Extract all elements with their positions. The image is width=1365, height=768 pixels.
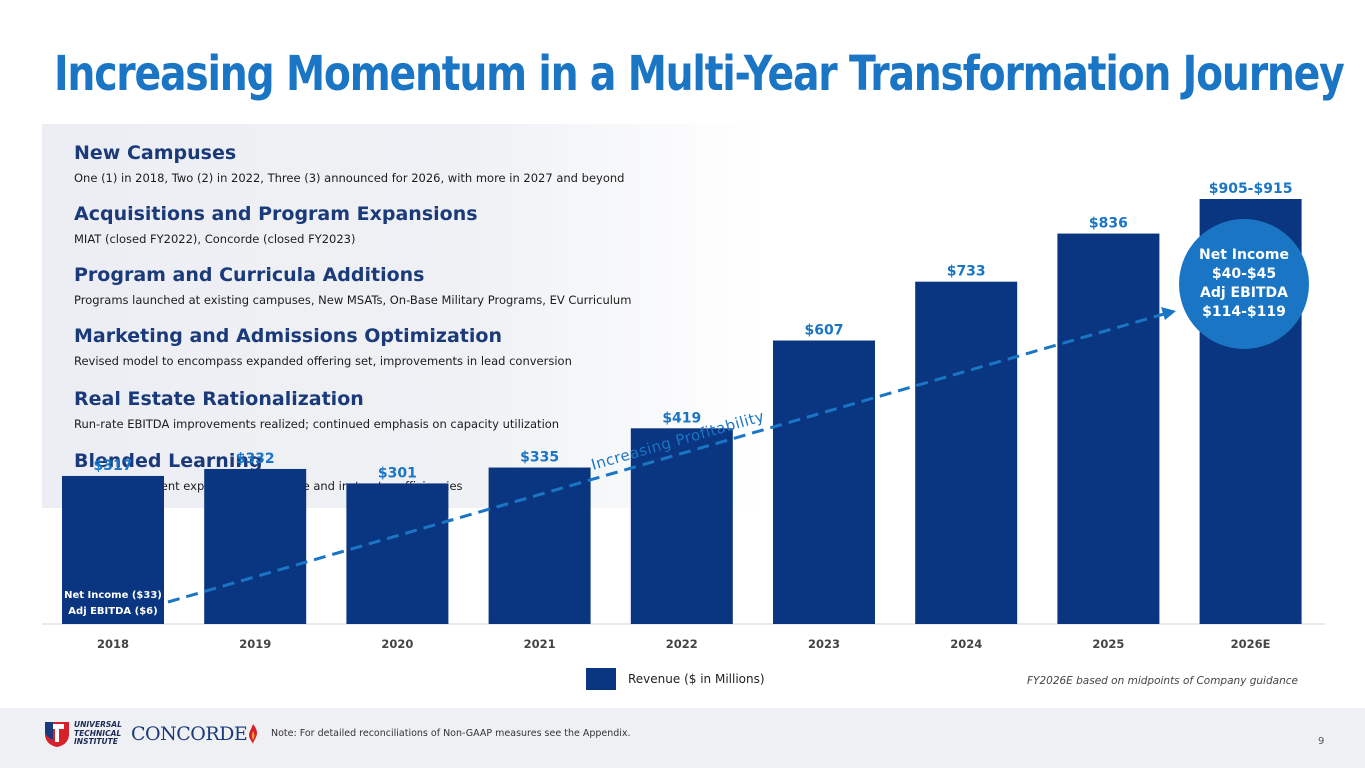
x-tick-label-2023: 2023 <box>808 637 840 651</box>
data-label-2023: $607 <box>805 323 844 339</box>
initiative-description: Run-rate EBITDA improvements realized; c… <box>74 417 560 431</box>
x-tick-label-2022: 2022 <box>666 637 698 651</box>
end-net-income-value: $40-$45 <box>1211 266 1277 282</box>
bars-layer <box>62 199 1302 625</box>
initiative-description: Revised model to encompass expanded offe… <box>74 354 572 368</box>
x-tick-label-2025: 2025 <box>1092 637 1124 651</box>
footer-note: Note: For detailed reconciliations of No… <box>271 728 631 739</box>
initiative-description: MIAT (closed FY2022), Concorde (closed F… <box>74 232 356 246</box>
data-label-2019: $332 <box>236 451 275 467</box>
bar-2025 <box>1057 233 1160 625</box>
data-label-2018: $317 <box>94 458 133 474</box>
legend-label: Revenue ($ in Millions) <box>628 672 765 686</box>
page-title: Increasing Momentum in a Multi-Year Tran… <box>54 46 1345 102</box>
footer: UNIVERSAL TECHNICAL INSTITUTE CONCORDE N… <box>0 708 1365 768</box>
initiative-item: Marketing and Admissions Optimization Re… <box>74 325 572 368</box>
data-label-2021: $335 <box>520 450 559 466</box>
initiative-item: New Campuses One (1) in 2018, Two (2) in… <box>74 142 624 185</box>
x-tick-label-2026E: 2026E <box>1231 637 1271 651</box>
initiative-description: Programs launched at existing campuses, … <box>74 293 632 307</box>
data-label-2020: $301 <box>378 465 417 481</box>
guidance-circle: Net Income $40-$45 Adj EBITDA $114-$119 <box>1179 219 1309 349</box>
data-label-2026E: $905-$915 <box>1209 181 1293 197</box>
trend-arrowhead <box>1161 307 1176 320</box>
initiative-item: Program and Curricula Additions Programs… <box>74 264 631 307</box>
end-net-income-label: Net Income <box>1199 247 1289 263</box>
revenue-bar-chart: $317 $332 $301 $335 $419 $607 $733 $836 $905-$91… <box>42 181 1325 651</box>
initiative-heading: Blended Learning <box>74 450 263 472</box>
bar-2018 <box>62 475 164 624</box>
initiative-description: One (1) in 2018, Two (2) in 2022, Three … <box>74 171 625 185</box>
bar-2021 <box>488 467 591 624</box>
concorde-logo-text: CONCORDE <box>131 723 248 745</box>
labels-layer: $317 $332 $301 $335 $419 $607 $733 $836 $905-$91… <box>94 181 1293 481</box>
legend-swatch <box>586 668 616 690</box>
initiative-heading: Acquisitions and Program Expansions <box>74 203 478 225</box>
start-net-income: Net Income ($33) <box>64 590 162 601</box>
bar-2019 <box>204 468 307 624</box>
chart-legend: Revenue ($ in Millions) <box>586 668 765 690</box>
uti-shield-icon <box>45 722 69 747</box>
end-adj-ebitda-value: $114-$119 <box>1202 304 1286 320</box>
ticks-layer: 2018 2019 2020 2021 2022 2023 2024 2025 2026E <box>97 637 1271 651</box>
data-label-2022: $419 <box>662 410 701 426</box>
x-tick-label-2021: 2021 <box>524 637 556 651</box>
initiative-heading: Marketing and Admissions Optimization <box>74 325 502 347</box>
initiatives-panel: New Campuses One (1) in 2018, Two (2) in… <box>42 124 765 508</box>
x-tick-label-2018: 2018 <box>97 637 129 651</box>
uti-logo-text: UNIVERSAL TECHNICAL INSTITUTE <box>74 720 122 747</box>
start-adj-ebitda: Adj EBITDA ($6) <box>68 606 157 617</box>
data-label-2025: $836 <box>1089 216 1128 232</box>
bar-2020 <box>346 483 449 624</box>
trend-line <box>167 312 1165 604</box>
start-annotation: Net Income ($33) Adj EBITDA ($6) <box>64 590 162 617</box>
initiative-item: Real Estate Rationalization Run-rate EBI… <box>74 388 559 431</box>
initiative-heading: Real Estate Rationalization <box>74 388 364 410</box>
flame-icon <box>249 724 258 744</box>
x-tick-label-2024: 2024 <box>950 637 982 651</box>
page-number: 9 <box>1318 736 1325 747</box>
bar-2024 <box>915 281 1018 624</box>
bar-2023 <box>773 340 875 624</box>
data-label-2024: $733 <box>947 264 986 280</box>
uti-logo: UNIVERSAL TECHNICAL INSTITUTE <box>44 720 122 748</box>
x-tick-label-2019: 2019 <box>239 637 271 651</box>
end-adj-ebitda-label: Adj EBITDA <box>1200 285 1288 301</box>
initiative-heading: Program and Curricula Additions <box>74 264 425 286</box>
bar-2022 <box>630 428 733 624</box>
guidance-note: FY2026E based on midpoints of Company gu… <box>1027 675 1298 687</box>
initiative-item: Acquisitions and Program Expansions MIAT… <box>74 203 478 246</box>
initiative-heading: New Campuses <box>74 142 237 164</box>
x-tick-label-2020: 2020 <box>381 637 413 651</box>
concorde-logo: CONCORDE <box>131 723 259 745</box>
